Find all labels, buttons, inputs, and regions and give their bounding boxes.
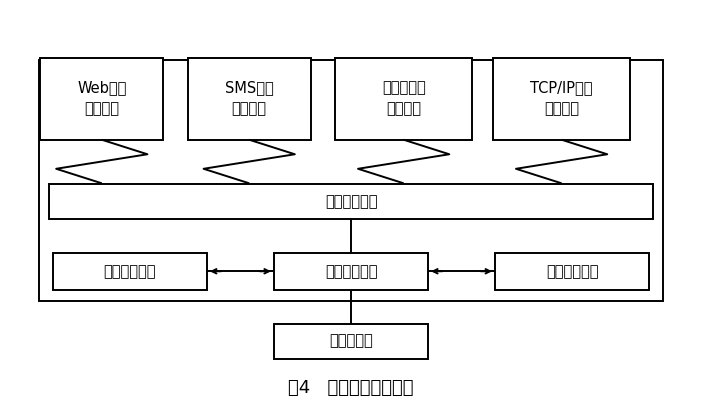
Bar [274, 324, 428, 358]
Bar [494, 58, 630, 140]
Bar [187, 58, 310, 140]
Text: 数据分析模块: 数据分析模块 [104, 264, 156, 279]
Text: SMS数据
交互接口: SMS数据 交互接口 [225, 81, 274, 117]
Bar [49, 184, 653, 219]
Text: 图4   信息管理系统模块: 图4 信息管理系统模块 [289, 379, 413, 397]
Text: 数据接收模块: 数据接收模块 [546, 264, 598, 279]
Bar [40, 58, 163, 140]
Text: TCP/IP数据
交互接口: TCP/IP数据 交互接口 [530, 81, 593, 117]
Bar [495, 253, 649, 290]
Text: 数据接口模块: 数据接口模块 [325, 194, 377, 209]
Bar [39, 60, 663, 301]
Text: Web数据
交互接口: Web数据 交互接口 [77, 81, 126, 117]
Bar [53, 253, 207, 290]
Text: 数据库系统: 数据库系统 [329, 334, 373, 349]
Bar [274, 253, 428, 290]
Text: 数据中心模块: 数据中心模块 [325, 264, 377, 279]
Text: 诱导屏数据
交互接口: 诱导屏数据 交互接口 [382, 81, 425, 117]
Bar [335, 58, 472, 140]
